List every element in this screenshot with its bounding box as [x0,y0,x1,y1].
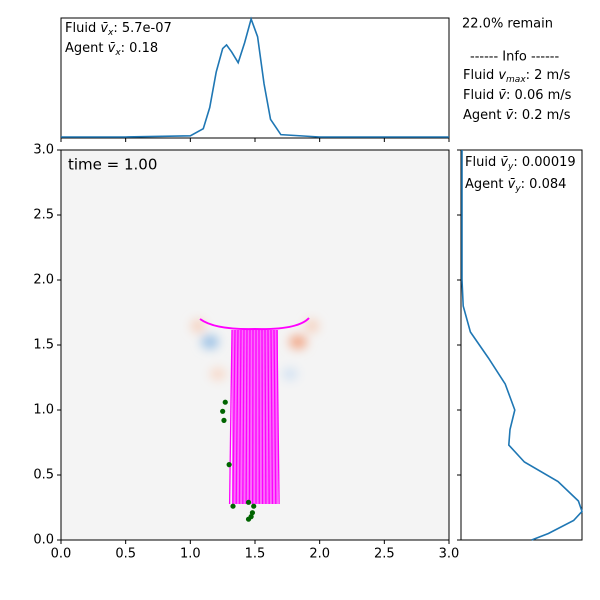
stat-symbol: v̄ [506,108,514,123]
agent-point [221,417,227,423]
agent-point [226,462,232,468]
stat-text: Fluid [463,68,498,83]
y-tick-label: 1.0 [33,403,54,418]
stat-symbol: v̄ [500,155,508,170]
y-tick-label: 0.5 [33,468,54,483]
x-tick-label: 3.0 [439,547,460,562]
y-tick-label: 3.0 [33,143,54,158]
stat-text: Agent [65,41,108,56]
y-tick-label: 1.5 [33,338,54,353]
x-tick-label: 1.0 [180,547,201,562]
strand-top [199,317,310,331]
stat-value: : 0.084 [521,177,567,192]
x-tick-label: 0.0 [51,547,72,562]
agent-point [245,516,252,522]
agent-point [222,399,228,405]
stat-label: Fluid v̄y: 0.00019 [465,155,576,172]
stat-subscript: max [506,75,526,85]
stat-subscript: x [107,28,114,38]
x-tick-label: 2.0 [309,547,330,562]
stat-label: Fluid v̄: 0.06 m/s [463,88,572,103]
agent-point [245,499,252,505]
stat-label: Agent v̄x: 0.18 [65,41,158,58]
agent-point [251,503,257,509]
strand-body [232,330,278,504]
stat-subscript: y [507,162,514,172]
fluid-field [191,319,319,380]
agent-point [230,503,236,509]
x-tick-label: 0.5 [115,547,136,562]
x-tick-label: 2.5 [374,547,395,562]
stat-value: : 0.06 m/s [506,88,572,103]
agent-point [249,510,256,516]
x-tick-label: 1.5 [245,547,266,562]
stat-value: : 2 m/s [526,68,571,83]
stat-label: Fluid vmax: 2 m/s [463,68,571,85]
stat-text: Agent [463,108,506,123]
y-tick-label: 2.0 [33,273,54,288]
stat-value: : 5.7e-07 [113,21,171,36]
stat-symbol: v̄ [508,177,516,192]
stat-symbol: v̄ [498,88,506,103]
info-header: ------ Info ------ [470,50,559,65]
stat-label: Agent v̄: 0.2 m/s [463,108,571,123]
y-tick-label: 2.5 [33,208,54,223]
y-tick-label: 0.0 [33,533,54,548]
top-frame [60,17,450,139]
remain-label: 22.0% remain [462,17,553,32]
stat-value: : 0.18 [121,41,158,56]
stat-text: Fluid [463,88,498,103]
x-profile [61,16,449,138]
agent-strands [199,317,310,505]
stat-symbol: v̄ [108,41,116,56]
stat-symbol: v [498,68,506,83]
stat-symbol: v̄ [100,21,108,36]
stat-value: : 0.2 m/s [513,108,570,123]
stat-subscript: y [514,184,521,194]
stat-label: Agent v̄y: 0.084 [465,177,566,194]
stat-label: Fluid v̄x: 5.7e-07 [65,21,172,38]
stat-text: Fluid [465,155,500,170]
stat-text: Fluid [65,21,100,36]
stat-subscript: x [114,48,121,58]
stat-text: Agent [465,177,508,192]
time-label: time = 1.00 [68,156,157,174]
strand [228,329,233,505]
y-profile [461,150,583,541]
agent-point [220,408,226,414]
stat-value: : 0.00019 [513,155,575,170]
